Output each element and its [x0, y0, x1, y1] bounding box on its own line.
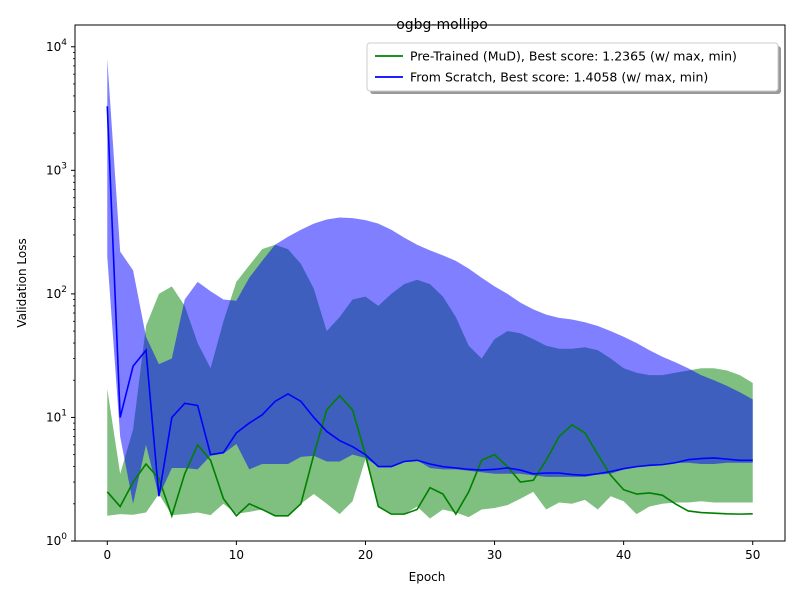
legend-label: From Scratch, Best score: 1.4058 (w/ max…	[410, 70, 708, 85]
y-tick-label: 101	[46, 408, 67, 424]
x-tick-label: 10	[229, 548, 244, 562]
x-axis-label: Epoch	[409, 570, 446, 584]
y-tick-label: 100	[46, 532, 67, 548]
y-axis: 100 101 102 103 104	[46, 38, 75, 548]
legend: Pre-Trained (MuD), Best score: 1.2365 (w…	[366, 42, 781, 94]
legend-label: Pre-Trained (MuD), Best score: 1.2365 (w…	[410, 49, 737, 64]
plot-frame	[74, 24, 786, 542]
y-tick-label: 104	[46, 38, 67, 54]
x-tick-label: 30	[487, 548, 502, 562]
y-tick-label: 103	[46, 161, 67, 177]
y-axis-label: Validation Loss	[15, 238, 29, 327]
y-tick-label: 102	[46, 285, 67, 301]
series-2-line	[106, 106, 753, 497]
x-tick-label: 50	[745, 548, 760, 562]
plot-area	[106, 58, 753, 519]
x-tick-label: 40	[616, 548, 631, 562]
legend-box	[366, 42, 779, 92]
series-1-line	[106, 394, 753, 519]
x-tick-label: 0	[103, 548, 111, 562]
x-axis: 0 10 20 30 40 50	[103, 541, 760, 562]
series-2-band	[107, 58, 753, 504]
x-tick-label: 20	[358, 548, 373, 562]
